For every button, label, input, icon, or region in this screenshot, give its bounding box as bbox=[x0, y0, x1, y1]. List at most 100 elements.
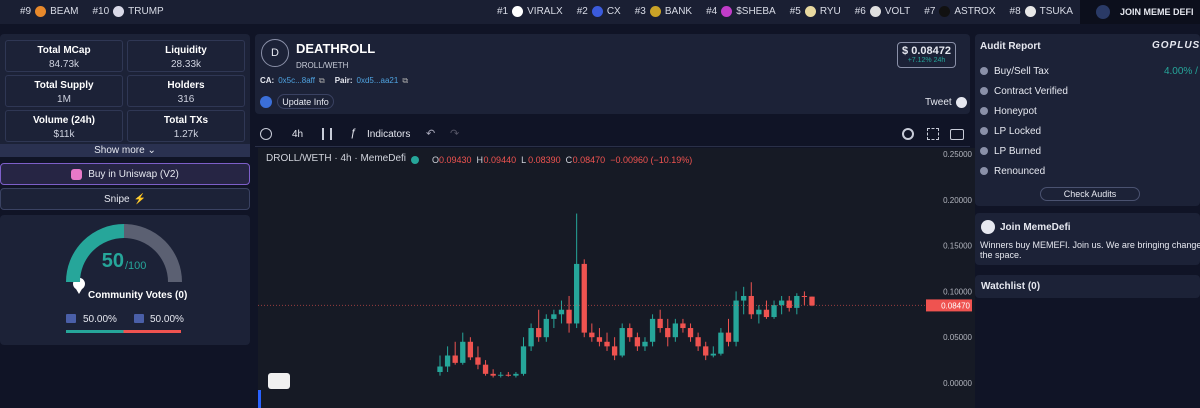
show-more-label: Show more bbox=[94, 145, 145, 156]
candle-body bbox=[596, 337, 603, 342]
uniswap-icon bbox=[71, 168, 83, 180]
ticker-item[interactable]: #5 RYU bbox=[790, 6, 841, 17]
gauge-max: /100 bbox=[125, 260, 146, 272]
ticker-item[interactable]: #9 BEAM bbox=[20, 6, 78, 17]
ticker-item[interactable]: #10 TRUMP bbox=[92, 6, 164, 17]
interval[interactable]: 4h bbox=[292, 129, 304, 140]
ticker-item[interactable]: #6 VOLT bbox=[855, 6, 910, 17]
chevron: ⌄ bbox=[147, 145, 156, 156]
watchlist[interactable]: Watchlist (0) bbox=[981, 281, 1041, 292]
thumb-up-icon[interactable] bbox=[66, 314, 76, 323]
candle-body bbox=[437, 366, 443, 373]
candle-body bbox=[498, 374, 504, 376]
info-icon bbox=[260, 96, 272, 108]
chart-type[interactable] bbox=[322, 128, 332, 140]
ticker-rank: #9 bbox=[20, 6, 32, 17]
ticker-icon bbox=[512, 6, 524, 17]
candle-body bbox=[756, 309, 762, 315]
price: $ 0.08472 bbox=[902, 45, 951, 57]
join-button[interactable]: JOIN MEME DEFI bbox=[1080, 0, 1200, 24]
copy-icon[interactable]: ⧉ bbox=[318, 76, 325, 85]
token-card bbox=[255, 34, 970, 114]
ticker-item[interactable]: #7 ASTROX bbox=[924, 6, 996, 17]
candle-body bbox=[513, 373, 519, 376]
candle-body bbox=[490, 373, 496, 376]
ticker-rank: #8 bbox=[1009, 6, 1021, 17]
ticker-name: TSUKA bbox=[1039, 6, 1073, 17]
token-avatar: D bbox=[261, 39, 289, 67]
ohlc-key: L bbox=[521, 155, 526, 165]
candle-body bbox=[725, 332, 732, 342]
candle-body bbox=[452, 355, 458, 363]
ohlc-value: 0.09430 bbox=[439, 155, 472, 165]
ticker-rank: #10 bbox=[92, 6, 110, 17]
ticker-item[interactable]: #3 BANK bbox=[635, 6, 692, 17]
ca-label: CA: bbox=[260, 76, 275, 85]
join-card bbox=[975, 213, 1200, 265]
pair-address[interactable]: 0xd5...aa21 bbox=[356, 76, 399, 85]
panel-handle[interactable] bbox=[258, 390, 261, 408]
copy-icon[interactable]: ⧉ bbox=[402, 76, 409, 85]
screenshot[interactable] bbox=[950, 129, 964, 140]
candle-body bbox=[733, 300, 739, 342]
stat-value: $11k bbox=[53, 129, 75, 140]
ticker-name: $SHEBA bbox=[736, 6, 776, 17]
ticker-right: #1 VIRALX #2 CX #3 BANK #4 $SHEBA #5 RYU #6 VOLT #7 A… bbox=[497, 6, 1087, 17]
snipe-button[interactable]: Snipe ⚡ bbox=[0, 188, 250, 210]
fullscreen[interactable] bbox=[927, 128, 939, 140]
ticker-name: RYU bbox=[819, 6, 841, 17]
audit-card bbox=[975, 34, 1200, 206]
ticker-rank: #5 bbox=[789, 6, 801, 17]
telegram-icon bbox=[1096, 5, 1110, 19]
votes-down: 50.00% bbox=[150, 314, 184, 325]
stat-label: Total MCap bbox=[37, 45, 91, 56]
ticker-icon bbox=[35, 6, 47, 17]
audit-row: RenouncedYes bbox=[980, 161, 1200, 181]
ticker-name: VIRALX bbox=[527, 6, 563, 17]
bolt-icon: ⚡ bbox=[133, 193, 147, 205]
ticker-icon bbox=[804, 6, 816, 17]
ticker-item[interactable]: #8 TSUKA bbox=[1010, 6, 1073, 17]
candle-body bbox=[566, 309, 572, 324]
settings[interactable] bbox=[902, 128, 914, 140]
undo[interactable]: ↶ bbox=[426, 128, 436, 140]
candle-body bbox=[680, 323, 686, 329]
ticker-icon bbox=[649, 6, 661, 17]
pair-label: Pair: bbox=[334, 76, 353, 85]
watchlist-card bbox=[975, 275, 1200, 298]
ticker-icon bbox=[721, 6, 733, 17]
show-more[interactable]: Show more ⌄ bbox=[0, 144, 250, 157]
audit-title: Audit Report bbox=[980, 41, 1041, 52]
audit-label: Honeypot bbox=[994, 105, 1037, 117]
ohlc-change: −0.00960 (−10.19%) bbox=[610, 155, 692, 165]
ohlc-key: C bbox=[566, 155, 573, 165]
candle-body bbox=[551, 314, 557, 319]
redo[interactable]: ↷ bbox=[450, 128, 460, 140]
price-box: $ 0.08472 +7.12% 24h bbox=[897, 42, 956, 68]
add-symbol[interactable] bbox=[260, 128, 272, 140]
candle-body bbox=[611, 346, 618, 356]
stat-value: 28.33k bbox=[170, 59, 202, 70]
gauge-track bbox=[123, 224, 182, 283]
ticker-item[interactable]: #1 VIRALX bbox=[497, 6, 563, 17]
buy-button[interactable]: Buy in Uniswap (V2) bbox=[0, 163, 250, 185]
thumb-down-icon[interactable] bbox=[134, 314, 144, 323]
candle-body bbox=[687, 328, 694, 338]
candle-body bbox=[665, 328, 671, 338]
stat-value: 316 bbox=[177, 94, 195, 105]
join-text: Winners buy MEMEFI. Join us. We are brin… bbox=[980, 240, 1200, 260]
ticker-name: ASTROX bbox=[954, 6, 996, 17]
votes-down-bar bbox=[123, 330, 181, 333]
check-audits[interactable]: Check Audits bbox=[1040, 187, 1140, 201]
tweet[interactable]: Tweet bbox=[925, 97, 967, 108]
audit-brand: GOPLUS bbox=[1152, 40, 1200, 51]
gauge-score: 50 bbox=[102, 250, 124, 272]
update-button[interactable]: Update Info bbox=[277, 94, 334, 109]
indicators[interactable]: Indicators bbox=[367, 129, 411, 140]
join-label: JOIN MEME DEFI bbox=[1120, 7, 1194, 17]
ticker-item[interactable]: #2 CX bbox=[577, 6, 621, 17]
stat-label: Total Supply bbox=[34, 80, 94, 91]
ticker-item[interactable]: #4 $SHEBA bbox=[706, 6, 776, 17]
ca-address[interactable]: 0x5c...8aff bbox=[278, 76, 315, 85]
ticker-icon bbox=[591, 6, 603, 17]
